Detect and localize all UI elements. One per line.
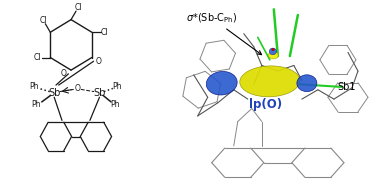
Text: Ph: Ph <box>111 100 120 109</box>
Text: Ph: Ph <box>32 100 41 109</box>
Text: Cl: Cl <box>101 28 108 37</box>
Text: Ph: Ph <box>113 82 122 91</box>
Text: Cl: Cl <box>39 16 47 25</box>
Text: Cl: Cl <box>74 3 82 12</box>
Ellipse shape <box>206 71 237 95</box>
Ellipse shape <box>268 51 279 59</box>
Text: Ph: Ph <box>29 82 39 91</box>
Circle shape <box>272 48 274 51</box>
Ellipse shape <box>240 66 300 97</box>
Text: O: O <box>74 84 80 93</box>
Text: O: O <box>61 69 67 78</box>
Text: Cl: Cl <box>34 53 42 62</box>
Text: lp(O): lp(O) <box>249 98 282 111</box>
Text: O: O <box>96 57 102 66</box>
Text: Sb1: Sb1 <box>337 82 355 92</box>
Text: Sb: Sb <box>48 88 60 98</box>
Ellipse shape <box>297 75 317 92</box>
Text: $\sigma$*(Sb-C$_{\mathsf{Ph}}$): $\sigma$*(Sb-C$_{\mathsf{Ph}}$) <box>186 11 262 55</box>
Circle shape <box>269 48 276 55</box>
Text: Sb: Sb <box>93 88 106 98</box>
